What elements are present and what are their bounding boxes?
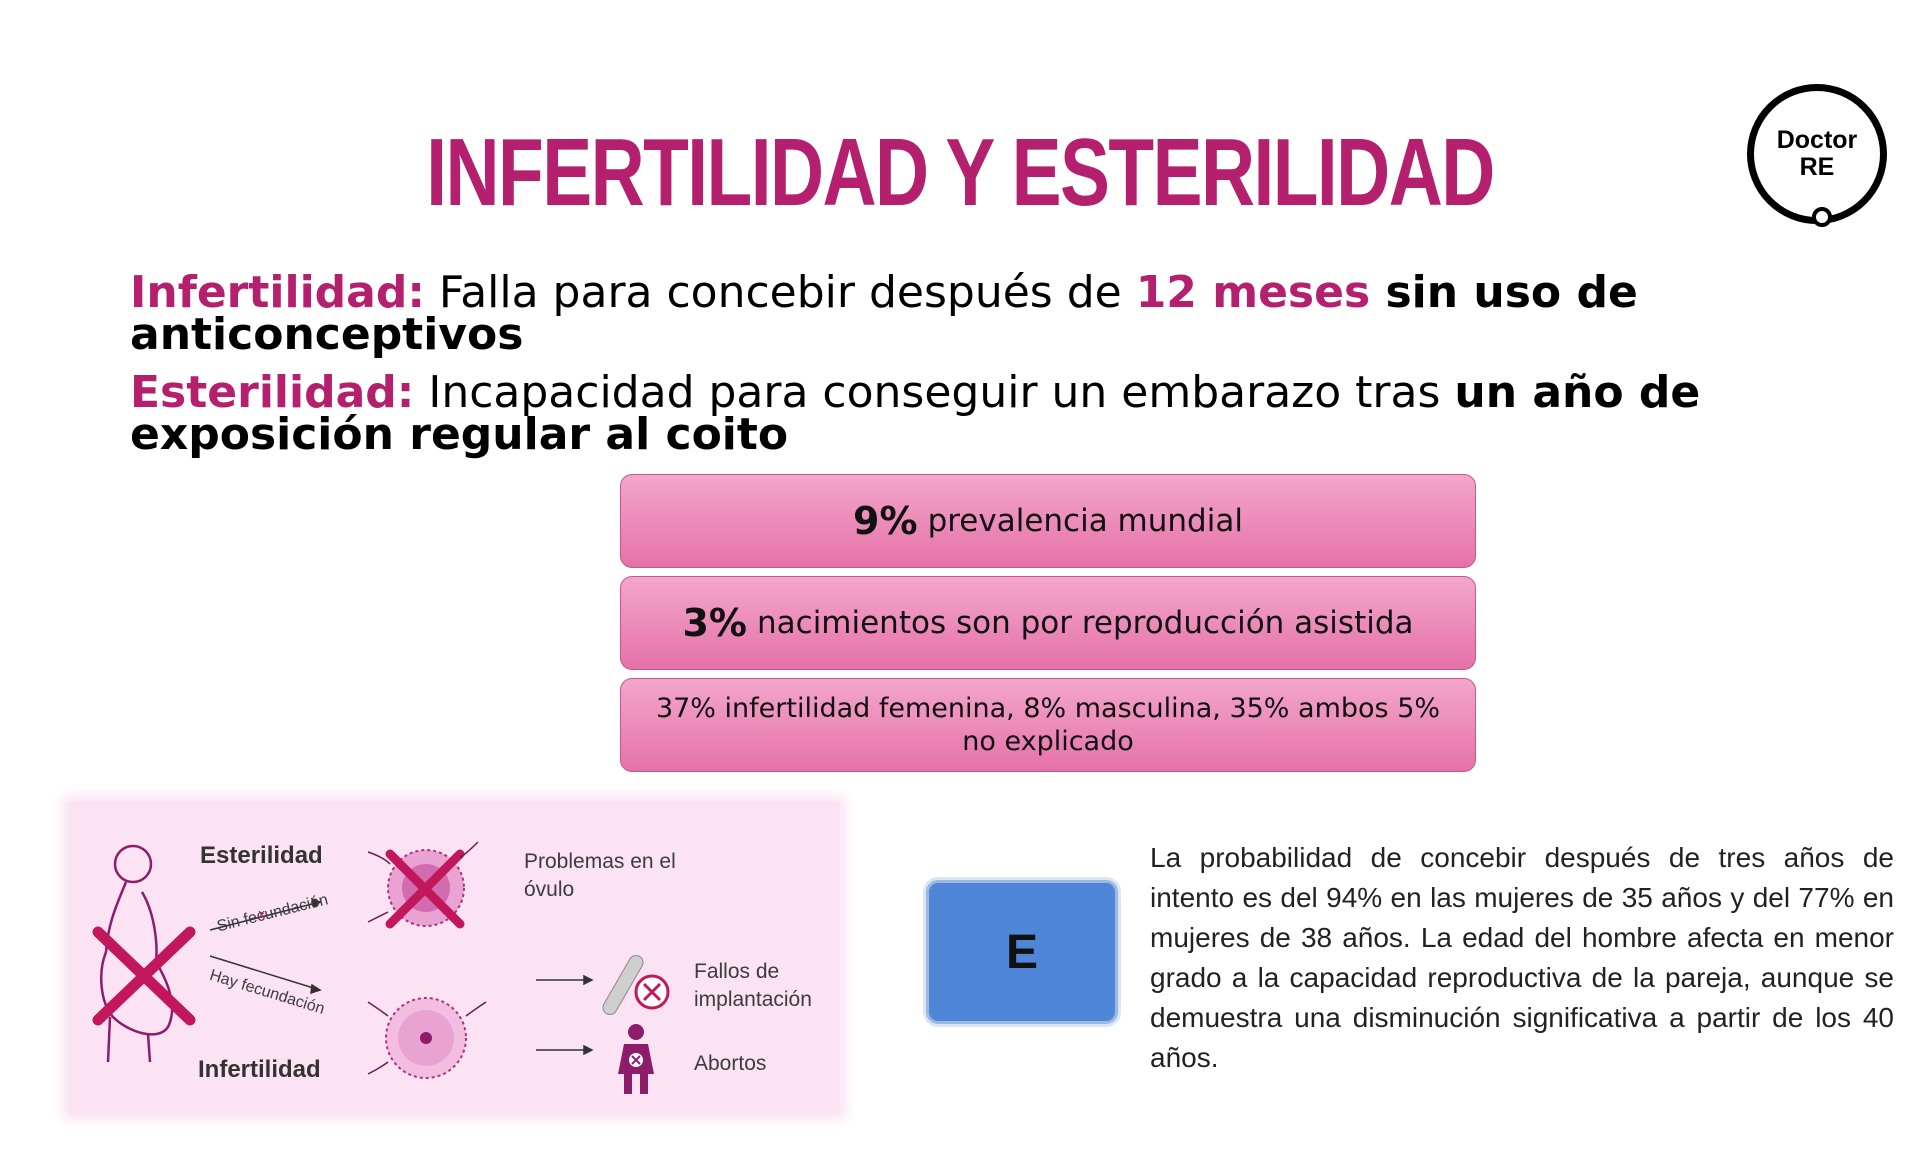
stat-distribucion-text: 37% infertilidad femenina, 8% masculina,… — [655, 693, 1441, 757]
label-esterilidad: Esterilidad — [200, 842, 323, 869]
logo-line-2: RE — [1799, 153, 1835, 181]
label-fallos-implantacion: Fallos de implantación — [694, 960, 812, 1011]
page-title: INFERTILIDAD Y ESTERILIDAD — [426, 119, 1495, 226]
explanation-paragraph: La probabilidad de concebir después de t… — [1150, 842, 1894, 1073]
stat-reproduccion-asistida: 3% nacimientos son por reproducción asis… — [620, 576, 1476, 670]
egg-cell-icon — [367, 997, 487, 1079]
infertility-illustration: x — [68, 802, 840, 1114]
illustration-graphics: x — [92, 841, 670, 1094]
arrow-abortos-icon — [536, 1044, 594, 1056]
definition-esterilidad: Esterilidad: Incapacidad para conseguir … — [130, 371, 1830, 457]
egg-cell-crossed-icon — [367, 841, 479, 929]
label-problemas-ovulo: Problemas en el óvulo — [524, 850, 676, 901]
def-esterilidad-text: Incapacidad para conseguir un embarazo t… — [414, 367, 1455, 418]
arrow-hay-fecundacion-icon — [209, 955, 322, 995]
arrow-sin-fecundacion-icon: x — [209, 897, 322, 931]
stat-prevalencia-text: prevalencia mundial — [927, 503, 1243, 539]
def-infertilidad-text: Falla para concebir después de — [424, 267, 1136, 318]
label-abortos: Abortos — [694, 1052, 767, 1075]
arrow-implantacion-icon — [536, 974, 594, 986]
def-infertilidad-bold: sin uso de anticonceptivos — [130, 267, 1638, 360]
stat-prevalencia: 9% prevalencia mundial — [620, 474, 1476, 568]
svg-text:x: x — [258, 907, 265, 921]
stat-reproduccion-text: nacimientos son por reproducción asistid… — [757, 605, 1414, 641]
stat-prevalencia-value: 9% — [853, 499, 918, 543]
def-infertilidad-highlight: 12 meses — [1135, 267, 1371, 318]
cross-mark-icon — [92, 926, 196, 1026]
logo-dot — [1812, 207, 1832, 227]
stat-distribucion: 37% infertilidad femenina, 8% masculina,… — [620, 678, 1476, 772]
abortion-icon — [618, 1024, 654, 1094]
label-infertilidad: Infertilidad — [198, 1056, 321, 1083]
stat-reproduccion-value: 3% — [682, 601, 747, 645]
term-infertilidad: Infertilidad: — [130, 267, 425, 318]
def-esterilidad-bold: un año de exposición regular al coito — [130, 367, 1701, 460]
logo-line-1: Doctor — [1776, 126, 1858, 154]
definition-infertilidad: Infertilidad: Falla para concebir despué… — [130, 271, 1830, 357]
doctor-re-logo: Doctor RE — [1747, 84, 1887, 227]
answer-badge: E — [926, 880, 1118, 1024]
implantation-failure-icon — [602, 954, 670, 1016]
term-esterilidad: Esterilidad: — [130, 367, 415, 418]
